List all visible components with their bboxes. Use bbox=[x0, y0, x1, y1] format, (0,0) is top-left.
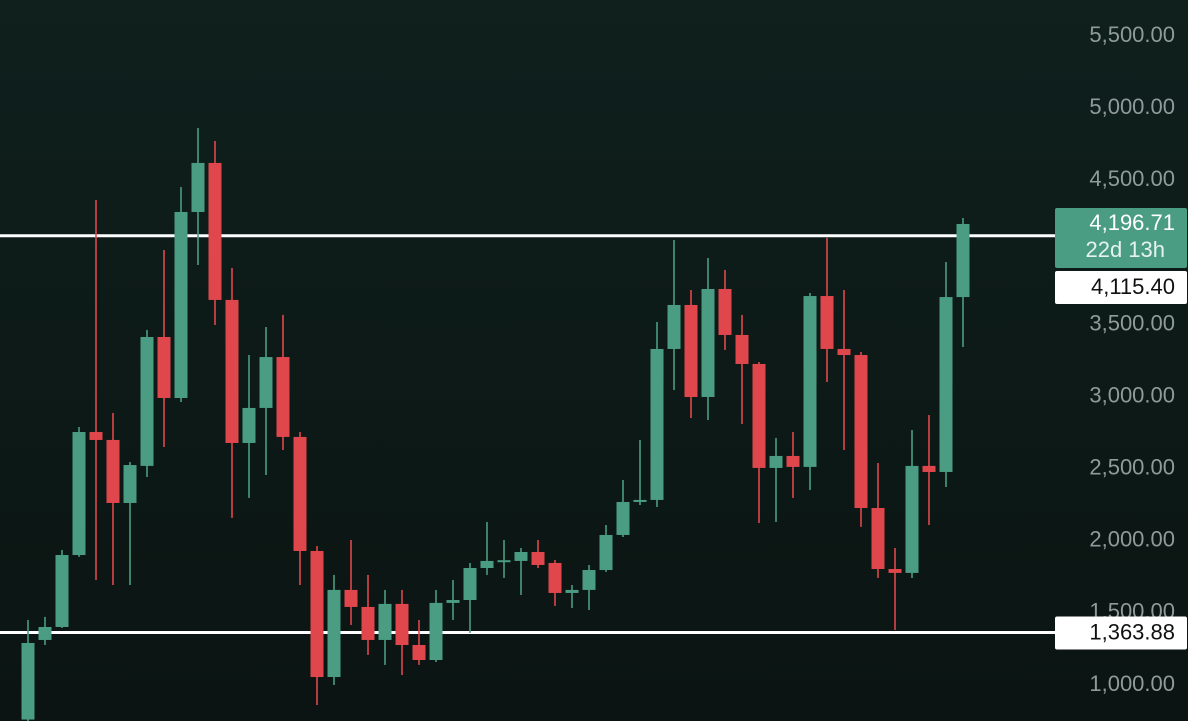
candle-body bbox=[259, 357, 273, 408]
candle-body bbox=[344, 589, 358, 607]
candle-body bbox=[480, 560, 494, 569]
candle-body bbox=[837, 348, 851, 356]
candle-body bbox=[616, 501, 630, 535]
candle-body bbox=[174, 211, 188, 398]
candle-body bbox=[701, 288, 715, 397]
candle-body bbox=[939, 297, 953, 472]
candle-body bbox=[769, 455, 783, 468]
candle-body bbox=[854, 355, 868, 509]
candle-body bbox=[684, 304, 698, 397]
countdown-label: 22d 13h bbox=[1085, 237, 1165, 262]
candle-body bbox=[667, 304, 681, 349]
candle-body bbox=[803, 296, 817, 467]
y-tick-label: 3,000.00 bbox=[1089, 382, 1175, 407]
candle-body bbox=[361, 606, 375, 640]
candle-body bbox=[191, 162, 205, 212]
y-tick-label: 5,500.00 bbox=[1089, 22, 1175, 47]
candle-body bbox=[888, 569, 902, 573]
candle-body bbox=[956, 223, 970, 298]
candle-body bbox=[242, 407, 256, 443]
candle-body bbox=[327, 589, 341, 678]
candle-body bbox=[38, 626, 52, 640]
candle-body bbox=[497, 560, 511, 563]
candle-body bbox=[633, 499, 647, 502]
candle-body bbox=[922, 465, 936, 472]
candle-body bbox=[293, 436, 307, 551]
y-tick-label: 4,500.00 bbox=[1089, 166, 1175, 191]
candle-body bbox=[786, 455, 800, 467]
candle-body bbox=[123, 465, 137, 503]
candle-body bbox=[72, 432, 86, 556]
candle-body bbox=[157, 336, 171, 398]
price-line-box bbox=[1055, 616, 1187, 650]
candle-body bbox=[55, 555, 69, 627]
candle-body bbox=[21, 642, 35, 720]
y-tick-label: 3,500.00 bbox=[1089, 310, 1175, 335]
current-price-label: 4,196.71 bbox=[1089, 210, 1175, 235]
candle-body bbox=[548, 562, 562, 593]
candle-body bbox=[820, 296, 834, 349]
candle-body bbox=[582, 570, 596, 590]
candle-body bbox=[718, 288, 732, 335]
candle-body bbox=[208, 162, 222, 300]
y-tick-label: 2,500.00 bbox=[1089, 454, 1175, 479]
candle-body bbox=[565, 589, 579, 593]
candle-body bbox=[276, 357, 290, 437]
candle-body bbox=[446, 600, 460, 603]
candle-body bbox=[599, 534, 613, 571]
y-tick-label: 2,000.00 bbox=[1089, 527, 1175, 552]
candle-body bbox=[225, 299, 239, 443]
candle-body bbox=[735, 334, 749, 364]
candle-body bbox=[106, 439, 120, 503]
price-line-box bbox=[1055, 270, 1187, 304]
candle-body bbox=[429, 602, 443, 661]
price-line-label: 1,363.88 bbox=[1089, 619, 1175, 644]
price-line-label: 4,115.40 bbox=[1091, 274, 1175, 299]
candle-body bbox=[89, 432, 103, 440]
candle-body bbox=[752, 363, 766, 468]
candle-body bbox=[514, 551, 528, 561]
candle-body bbox=[871, 508, 885, 570]
candle-body bbox=[310, 550, 324, 678]
candle-body bbox=[378, 603, 392, 640]
y-tick-label: 5,000.00 bbox=[1089, 94, 1175, 119]
candle-body bbox=[463, 568, 477, 601]
candle-body bbox=[531, 551, 545, 565]
candle-body bbox=[650, 348, 664, 500]
candle-body bbox=[140, 336, 154, 466]
candle-body bbox=[395, 603, 409, 646]
candle-body bbox=[412, 645, 426, 661]
current-price-box bbox=[1055, 207, 1187, 268]
y-tick-label: 1,000.00 bbox=[1089, 671, 1175, 696]
candle-body bbox=[905, 465, 919, 573]
